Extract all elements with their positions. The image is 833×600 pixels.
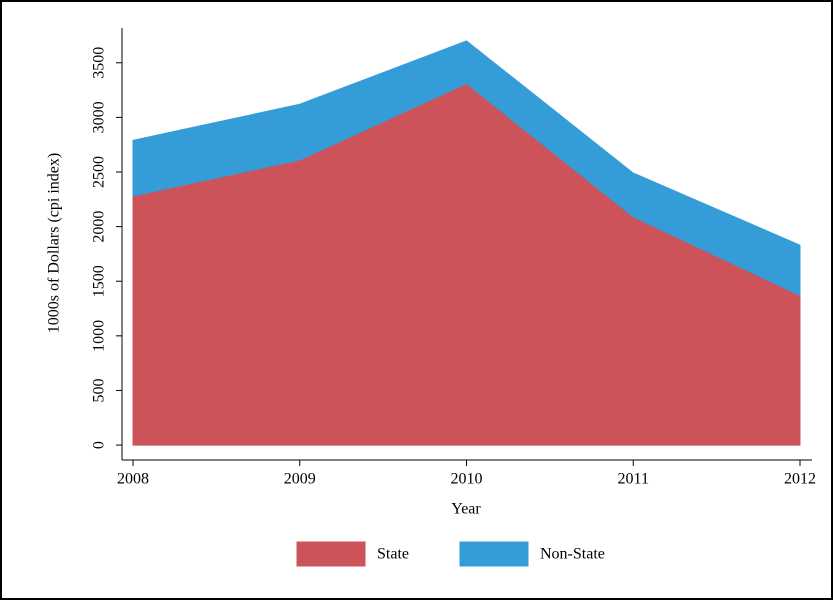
y-tick-label: 1500	[91, 265, 108, 297]
legend-label: Non-State	[540, 546, 605, 563]
x-tick-label: 2009	[284, 471, 316, 488]
x-tick-label: 2008	[117, 471, 149, 488]
y-tick-label: 3000	[91, 101, 108, 133]
y-tick-label: 2000	[91, 211, 108, 243]
x-tick-label: 2010	[451, 471, 483, 488]
x-tick-label: 2012	[784, 471, 816, 488]
x-axis-title: Year	[451, 501, 481, 518]
y-tick-label: 1000	[91, 320, 108, 352]
x-tick-label: 2011	[618, 471, 649, 488]
legend-label: State	[377, 546, 409, 563]
y-axis-title: 1000s of Dollars (cpi index)	[46, 153, 63, 333]
y-tick-label: 500	[91, 378, 108, 402]
area	[132, 40, 801, 297]
legend-swatch	[459, 541, 529, 567]
y-tick-label: 2500	[91, 156, 108, 188]
y-tick-label: 0	[91, 441, 108, 449]
y-tick-label: 3500	[91, 47, 108, 79]
legend-swatch	[296, 541, 366, 567]
